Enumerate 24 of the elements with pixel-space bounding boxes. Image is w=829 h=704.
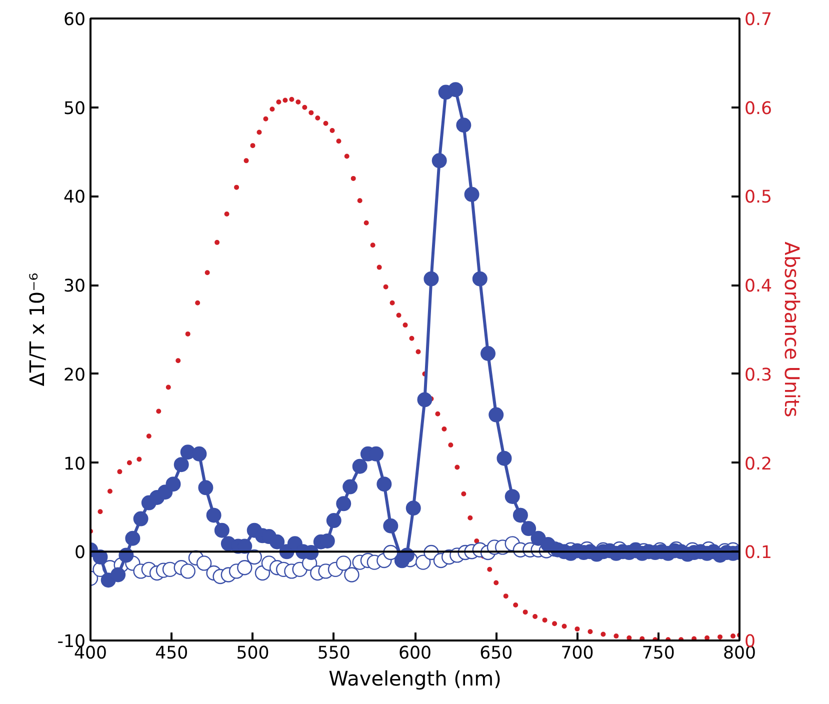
x-tick-label: 700 bbox=[560, 644, 594, 664]
y-axis-title: ΔT/T x 10⁻⁶ bbox=[25, 272, 50, 386]
y2-tick-label: 0.2 bbox=[744, 454, 772, 474]
y-tick-label: 10 bbox=[63, 454, 86, 474]
y2-tick-label: 0.6 bbox=[744, 98, 772, 119]
x-tick-label: 600 bbox=[398, 644, 432, 664]
y2-axis-title: Absorbance Units bbox=[780, 242, 804, 418]
x-tick-label: 450 bbox=[155, 644, 188, 664]
x-tick-label: 550 bbox=[317, 644, 350, 664]
x-tick-label: 500 bbox=[236, 644, 270, 664]
y2-tick-label: 0.1 bbox=[744, 543, 772, 564]
x-tick-label: 650 bbox=[480, 644, 513, 664]
y-tick-label: 20 bbox=[63, 365, 86, 386]
y2-tick-label: 0.7 bbox=[744, 10, 772, 30]
y-tick-label: 50 bbox=[63, 98, 86, 119]
y2-tick-label: 0.3 bbox=[744, 365, 772, 386]
x-tick-label: 750 bbox=[642, 644, 675, 664]
y-tick-label: 30 bbox=[63, 276, 86, 297]
y-tick-label: 0 bbox=[74, 543, 86, 564]
y2-tick-label: 0.4 bbox=[744, 276, 772, 297]
y-tick-label: 60 bbox=[63, 10, 86, 30]
y-tick-label: 40 bbox=[63, 188, 86, 208]
x-axis-title: Wavelength (nm) bbox=[328, 666, 502, 690]
y2-tick-label: 0.5 bbox=[744, 188, 772, 208]
